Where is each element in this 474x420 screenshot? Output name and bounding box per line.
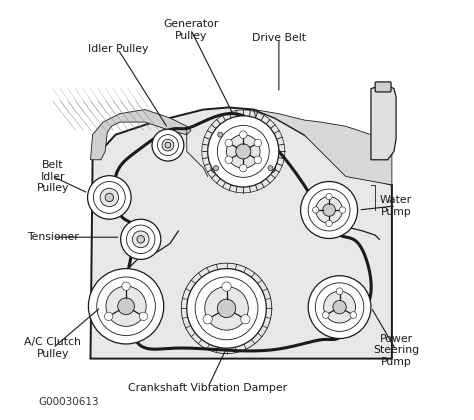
Text: G00030613: G00030613 (38, 397, 99, 407)
Circle shape (339, 207, 346, 213)
Circle shape (254, 156, 262, 163)
Circle shape (308, 189, 350, 231)
Circle shape (211, 163, 221, 173)
Circle shape (227, 135, 260, 168)
Circle shape (217, 126, 269, 177)
Circle shape (120, 219, 161, 260)
Circle shape (104, 312, 113, 320)
Circle shape (203, 315, 212, 324)
Circle shape (205, 286, 248, 330)
Text: Drive Belt: Drive Belt (252, 33, 306, 43)
Circle shape (324, 291, 356, 323)
Text: Crankshaft Vibration Damper: Crankshaft Vibration Damper (128, 383, 287, 393)
Polygon shape (254, 110, 392, 185)
Circle shape (326, 220, 332, 226)
Circle shape (105, 193, 113, 202)
Text: Idler Pulley: Idler Pulley (88, 44, 148, 54)
Polygon shape (91, 108, 392, 359)
Circle shape (265, 163, 275, 173)
Text: Belt
Idler
Pulley: Belt Idler Pulley (36, 160, 69, 193)
Circle shape (88, 176, 131, 219)
Circle shape (241, 315, 250, 324)
Text: Generator
Pulley: Generator Pulley (163, 19, 219, 41)
Circle shape (225, 139, 233, 147)
Circle shape (100, 188, 118, 207)
Circle shape (301, 181, 357, 239)
Text: Power
Steering
Pump: Power Steering Pump (373, 333, 419, 367)
Circle shape (350, 312, 356, 318)
Circle shape (106, 286, 146, 326)
Circle shape (208, 116, 279, 187)
Polygon shape (371, 84, 396, 160)
Circle shape (218, 132, 223, 137)
Circle shape (236, 144, 251, 159)
Circle shape (323, 204, 336, 216)
Circle shape (322, 312, 329, 318)
Circle shape (316, 197, 343, 223)
Circle shape (157, 135, 178, 155)
Circle shape (127, 225, 155, 254)
Circle shape (122, 282, 130, 290)
Circle shape (268, 165, 273, 171)
Circle shape (152, 129, 184, 161)
Circle shape (308, 276, 371, 339)
Circle shape (222, 282, 231, 291)
Text: A/C Clutch
Pulley: A/C Clutch Pulley (24, 337, 81, 359)
Polygon shape (91, 110, 191, 160)
Circle shape (165, 142, 171, 148)
Circle shape (118, 298, 135, 315)
Circle shape (187, 269, 266, 348)
Circle shape (88, 269, 164, 344)
Circle shape (97, 277, 155, 336)
FancyBboxPatch shape (375, 82, 391, 92)
Text: Tensioner: Tensioner (27, 232, 79, 242)
Circle shape (239, 164, 247, 172)
Circle shape (326, 194, 332, 200)
Circle shape (162, 139, 174, 151)
Circle shape (312, 207, 319, 213)
Circle shape (93, 181, 125, 213)
Circle shape (132, 231, 149, 248)
Circle shape (137, 236, 145, 243)
Circle shape (254, 139, 262, 147)
Circle shape (139, 312, 148, 320)
Circle shape (214, 165, 219, 171)
Circle shape (217, 299, 236, 318)
Circle shape (315, 283, 364, 331)
Circle shape (333, 300, 346, 314)
Circle shape (195, 277, 258, 340)
Circle shape (336, 288, 343, 294)
Circle shape (215, 130, 225, 140)
Text: Water
Pump: Water Pump (380, 195, 412, 217)
Circle shape (225, 156, 233, 163)
Circle shape (239, 131, 247, 139)
